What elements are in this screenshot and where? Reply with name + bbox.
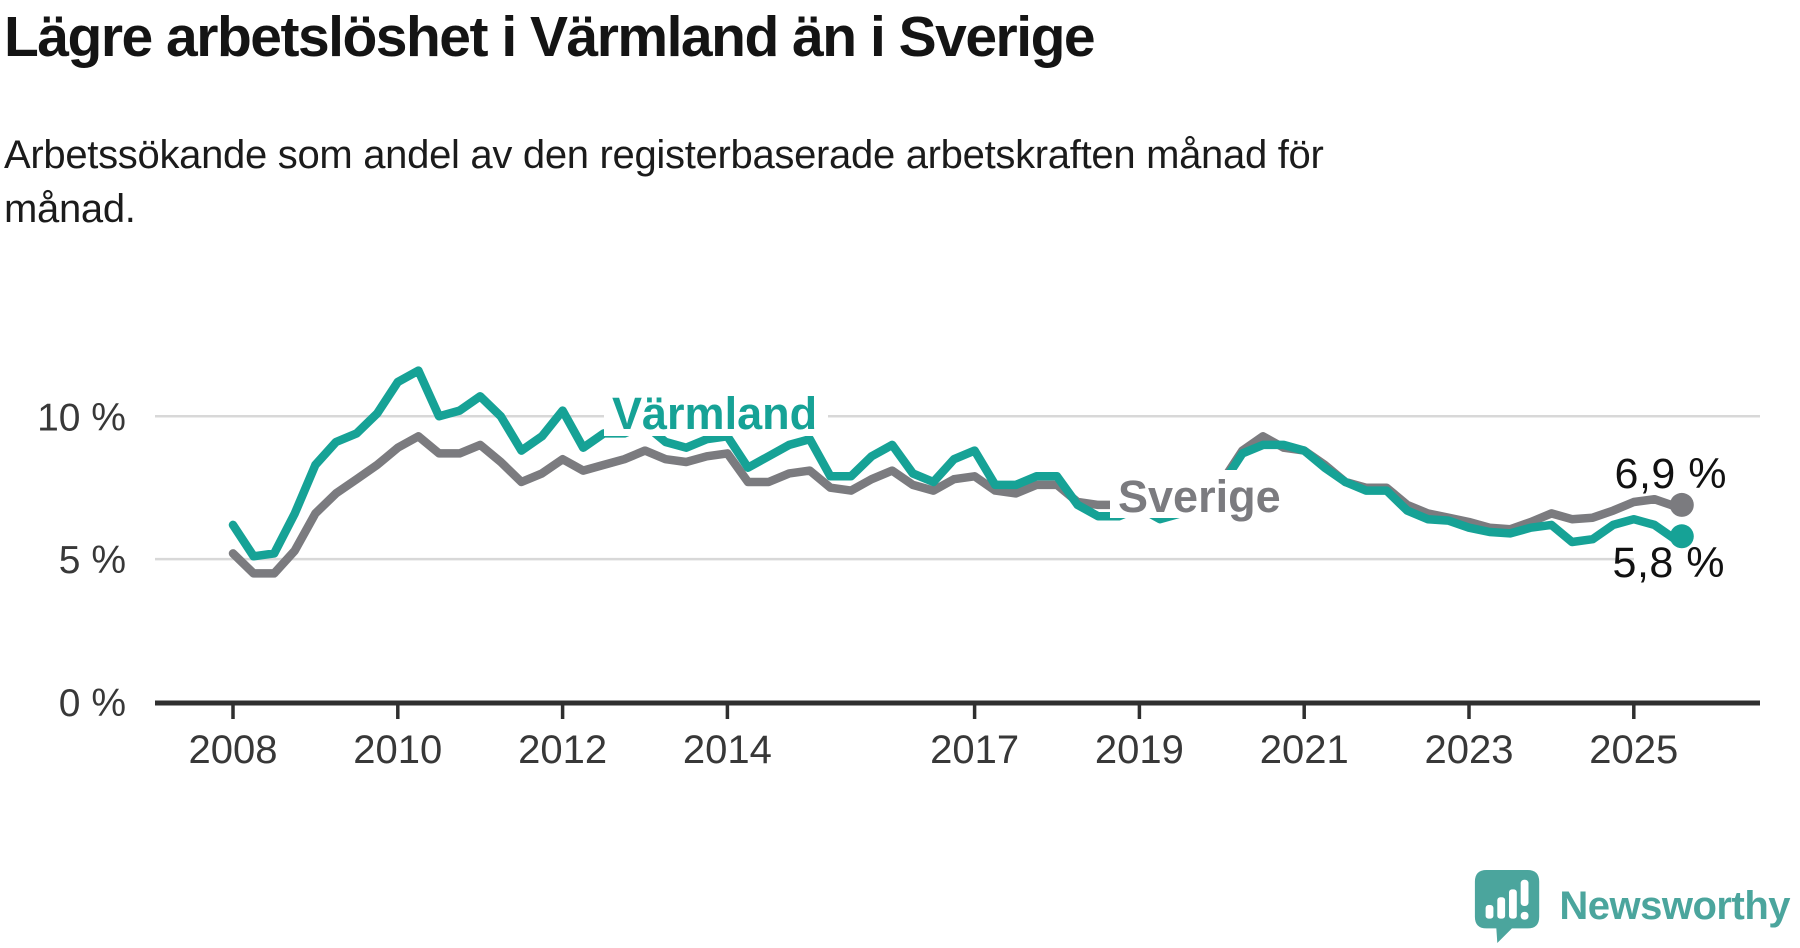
subtitle-line-2: månad.	[4, 187, 136, 231]
y-tick-label: 10 %	[37, 396, 126, 439]
subtitle-line-1: Arbetssökande som andel av den registerb…	[4, 133, 1324, 177]
varmland-end-value-label: 5,8 %	[1613, 539, 1725, 587]
x-tick-label: 2023	[1425, 728, 1514, 772]
x-tick-label: 2025	[1589, 728, 1678, 772]
varmland-series-label: Värmland	[612, 388, 817, 439]
varmland-line	[228, 366, 1687, 561]
sverige-end-value-label: 6,9 %	[1615, 450, 1727, 498]
y-axis: 0 % 5 % 10 %	[37, 396, 1760, 725]
newsworthy-logo-icon	[1475, 869, 1540, 944]
sverige-label-backdrop	[1110, 470, 1284, 518]
y-tick-label: 5 %	[59, 539, 126, 582]
x-tick-label: 2012	[518, 728, 607, 772]
y-tick-label: 0 %	[59, 682, 126, 725]
newsworthy-logo-text: Newsworthy	[1559, 883, 1790, 928]
x-axis-ticks: 2008 2010 2012 2014 2017 2019 2021 2023 2025	[189, 703, 1678, 772]
x-tick-label: 2021	[1260, 728, 1349, 772]
x-tick-label: 2010	[353, 728, 442, 772]
sverige-series-label: Sverige	[1118, 471, 1281, 522]
newsworthy-logo: Newsworthy	[1471, 868, 1790, 944]
varmland-end-dot	[1669, 524, 1694, 549]
x-tick-label: 2008	[189, 728, 278, 772]
end-value-backdrop	[1634, 543, 1798, 581]
x-tick-label: 2019	[1095, 728, 1184, 772]
x-tick-label: 2017	[930, 728, 1019, 772]
page-title: Lägre arbetslöshet i Värmland än i Sveri…	[4, 5, 1096, 69]
varmland-label-backdrop	[604, 384, 828, 436]
sverige-end-dot	[1669, 492, 1694, 517]
x-tick-label: 2014	[683, 728, 772, 772]
chart-subtitle: Arbetssökande som andel av den registerb…	[4, 128, 1524, 236]
